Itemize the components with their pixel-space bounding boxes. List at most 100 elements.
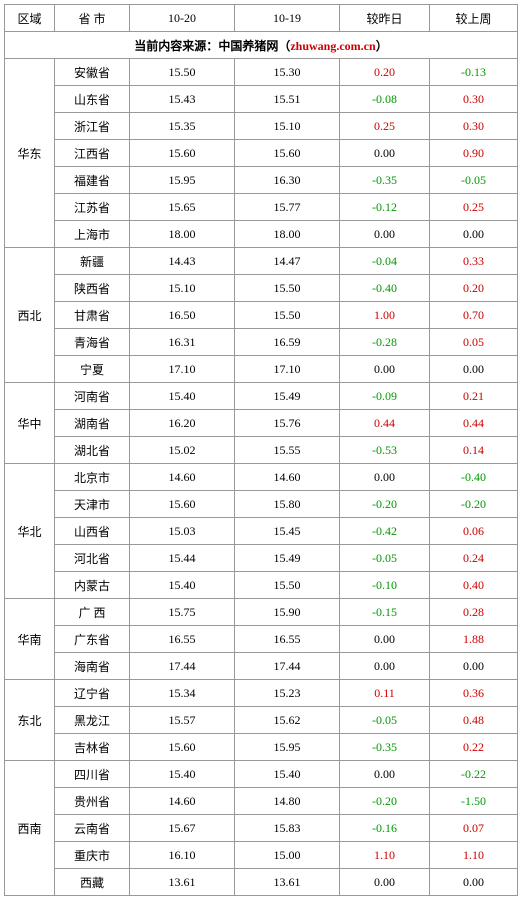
date2-cell: 16.59 <box>235 329 340 356</box>
date2-cell: 18.00 <box>235 221 340 248</box>
table-row: 江西省15.6015.600.000.90 <box>5 140 518 167</box>
table-row: 贵州省14.6014.80-0.20-1.50 <box>5 788 518 815</box>
source-close: ） <box>376 39 388 53</box>
source-name: 中国养猪网 <box>218 39 278 53</box>
vs-lastweek-cell: 0.48 <box>430 707 518 734</box>
vs-yesterday-cell: -0.05 <box>340 545 430 572</box>
vs-lastweek-cell: -0.22 <box>430 761 518 788</box>
region-cell: 西南 <box>5 761 55 896</box>
vs-yesterday-cell: -0.35 <box>340 167 430 194</box>
table-row: 陕西省15.1015.50-0.400.20 <box>5 275 518 302</box>
province-cell: 陕西省 <box>55 275 130 302</box>
province-cell: 湖北省 <box>55 437 130 464</box>
source-url: zhuwang.com.cn <box>290 39 375 53</box>
date2-cell: 15.62 <box>235 707 340 734</box>
table-row: 浙江省15.3515.100.250.30 <box>5 113 518 140</box>
date2-cell: 15.90 <box>235 599 340 626</box>
table-row: 江苏省15.6515.77-0.120.25 <box>5 194 518 221</box>
date1-cell: 15.03 <box>130 518 235 545</box>
province-cell: 上海市 <box>55 221 130 248</box>
region-cell: 东北 <box>5 680 55 761</box>
header-region: 区域 <box>5 5 55 32</box>
date1-cell: 16.55 <box>130 626 235 653</box>
date1-cell: 15.57 <box>130 707 235 734</box>
province-cell: 北京市 <box>55 464 130 491</box>
province-cell: 湖南省 <box>55 410 130 437</box>
vs-yesterday-cell: -0.20 <box>340 491 430 518</box>
header-date1: 10-20 <box>130 5 235 32</box>
table-row: 上海市18.0018.000.000.00 <box>5 221 518 248</box>
date2-cell: 15.60 <box>235 140 340 167</box>
date2-cell: 17.10 <box>235 356 340 383</box>
table-row: 河北省15.4415.49-0.050.24 <box>5 545 518 572</box>
vs-lastweek-cell: 0.22 <box>430 734 518 761</box>
province-cell: 云南省 <box>55 815 130 842</box>
date1-cell: 15.35 <box>130 113 235 140</box>
table-row: 云南省15.6715.83-0.160.07 <box>5 815 518 842</box>
table-row: 华东安徽省15.5015.300.20-0.13 <box>5 59 518 86</box>
date1-cell: 15.40 <box>130 572 235 599</box>
header-vs-yesterday: 较昨日 <box>340 5 430 32</box>
province-cell: 福建省 <box>55 167 130 194</box>
date2-cell: 15.40 <box>235 761 340 788</box>
province-cell: 内蒙古 <box>55 572 130 599</box>
date1-cell: 15.10 <box>130 275 235 302</box>
vs-lastweek-cell: 0.21 <box>430 383 518 410</box>
province-cell: 天津市 <box>55 491 130 518</box>
vs-yesterday-cell: -0.20 <box>340 788 430 815</box>
province-cell: 海南省 <box>55 653 130 680</box>
date2-cell: 15.76 <box>235 410 340 437</box>
vs-lastweek-cell: 0.14 <box>430 437 518 464</box>
vs-yesterday-cell: -0.09 <box>340 383 430 410</box>
vs-yesterday-cell: 1.10 <box>340 842 430 869</box>
vs-lastweek-cell: 0.00 <box>430 869 518 896</box>
date1-cell: 15.40 <box>130 383 235 410</box>
province-cell: 河北省 <box>55 545 130 572</box>
vs-yesterday-cell: -0.42 <box>340 518 430 545</box>
date1-cell: 14.60 <box>130 788 235 815</box>
date2-cell: 14.80 <box>235 788 340 815</box>
date2-cell: 15.49 <box>235 383 340 410</box>
table-row: 吉林省15.6015.95-0.350.22 <box>5 734 518 761</box>
table-row: 湖南省16.2015.760.440.44 <box>5 410 518 437</box>
source-open: （ <box>278 39 290 53</box>
price-table: 区域 省 市 10-20 10-19 较昨日 较上周 当前内容来源：中国养猪网（… <box>4 4 518 896</box>
region-cell: 华中 <box>5 383 55 464</box>
date1-cell: 15.43 <box>130 86 235 113</box>
vs-lastweek-cell: -0.40 <box>430 464 518 491</box>
province-cell: 青海省 <box>55 329 130 356</box>
date2-cell: 15.00 <box>235 842 340 869</box>
date1-cell: 14.43 <box>130 248 235 275</box>
vs-yesterday-cell: -0.04 <box>340 248 430 275</box>
province-cell: 辽宁省 <box>55 680 130 707</box>
date1-cell: 17.10 <box>130 356 235 383</box>
date2-cell: 15.49 <box>235 545 340 572</box>
province-cell: 江苏省 <box>55 194 130 221</box>
vs-lastweek-cell: 0.30 <box>430 86 518 113</box>
province-cell: 山西省 <box>55 518 130 545</box>
province-cell: 吉林省 <box>55 734 130 761</box>
date1-cell: 15.02 <box>130 437 235 464</box>
vs-yesterday-cell: 0.00 <box>340 356 430 383</box>
region-cell: 华东 <box>5 59 55 248</box>
date2-cell: 15.50 <box>235 572 340 599</box>
vs-yesterday-cell: -0.08 <box>340 86 430 113</box>
province-cell: 贵州省 <box>55 788 130 815</box>
vs-yesterday-cell: 0.00 <box>340 464 430 491</box>
date1-cell: 16.20 <box>130 410 235 437</box>
table-row: 黑龙江15.5715.62-0.050.48 <box>5 707 518 734</box>
table-row: 西北新疆14.4314.47-0.040.33 <box>5 248 518 275</box>
table-row: 宁夏17.1017.100.000.00 <box>5 356 518 383</box>
vs-yesterday-cell: -0.35 <box>340 734 430 761</box>
date2-cell: 15.95 <box>235 734 340 761</box>
vs-yesterday-cell: 0.00 <box>340 869 430 896</box>
vs-lastweek-cell: 0.05 <box>430 329 518 356</box>
vs-lastweek-cell: -0.13 <box>430 59 518 86</box>
province-cell: 广 西 <box>55 599 130 626</box>
vs-lastweek-cell: 0.24 <box>430 545 518 572</box>
province-cell: 河南省 <box>55 383 130 410</box>
province-cell: 浙江省 <box>55 113 130 140</box>
vs-lastweek-cell: 0.00 <box>430 356 518 383</box>
province-cell: 广东省 <box>55 626 130 653</box>
vs-yesterday-cell: -0.12 <box>340 194 430 221</box>
